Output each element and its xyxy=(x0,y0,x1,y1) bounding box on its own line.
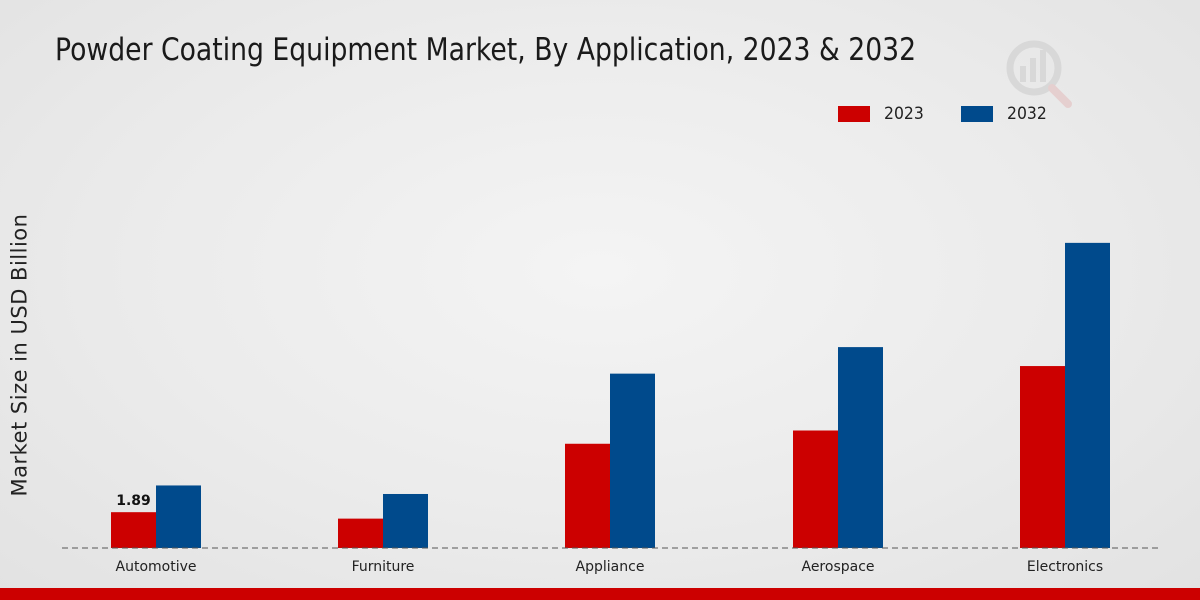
bar-electronics-2032 xyxy=(1065,242,1110,548)
bar-furniture-2023 xyxy=(338,518,383,548)
bar-furniture-2032 xyxy=(383,493,428,548)
x-tick-label-furniture: Furniture xyxy=(352,559,415,575)
bar-appliance-2032 xyxy=(610,373,655,548)
bar-aerospace-2032 xyxy=(838,347,883,548)
bar-electronics-2023 xyxy=(1020,366,1065,548)
x-tick-label-aerospace: Aerospace xyxy=(801,559,874,575)
bar-aerospace-2023 xyxy=(793,430,838,548)
legend-item-2023[interactable]: 2023 xyxy=(838,104,927,124)
legend-swatch-2032 xyxy=(961,106,994,122)
legend-swatch-2023 xyxy=(838,106,870,122)
legend: 2023 2032 xyxy=(838,104,1085,124)
bar-automotive-2023 xyxy=(111,512,156,548)
legend-item-2032[interactable]: 2032 xyxy=(961,104,1050,124)
bar-appliance-2023 xyxy=(565,443,610,548)
chart-title: Powder Coating Equipment Market, By Appl… xyxy=(55,32,917,68)
legend-label-2032: 2032 xyxy=(1007,104,1048,124)
brand-watermark-icon xyxy=(1006,40,1072,108)
x-tick-label-appliance: Appliance xyxy=(576,559,645,575)
bar-automotive-2032 xyxy=(156,485,201,548)
data-label-automotive-2023: 1.89 xyxy=(116,493,151,509)
bottom-accent-bar xyxy=(0,588,1200,600)
x-tick-label-automotive: Automotive xyxy=(116,559,197,575)
x-tick-label-electronics: Electronics xyxy=(1027,559,1103,575)
legend-label-2023: 2023 xyxy=(884,104,924,124)
